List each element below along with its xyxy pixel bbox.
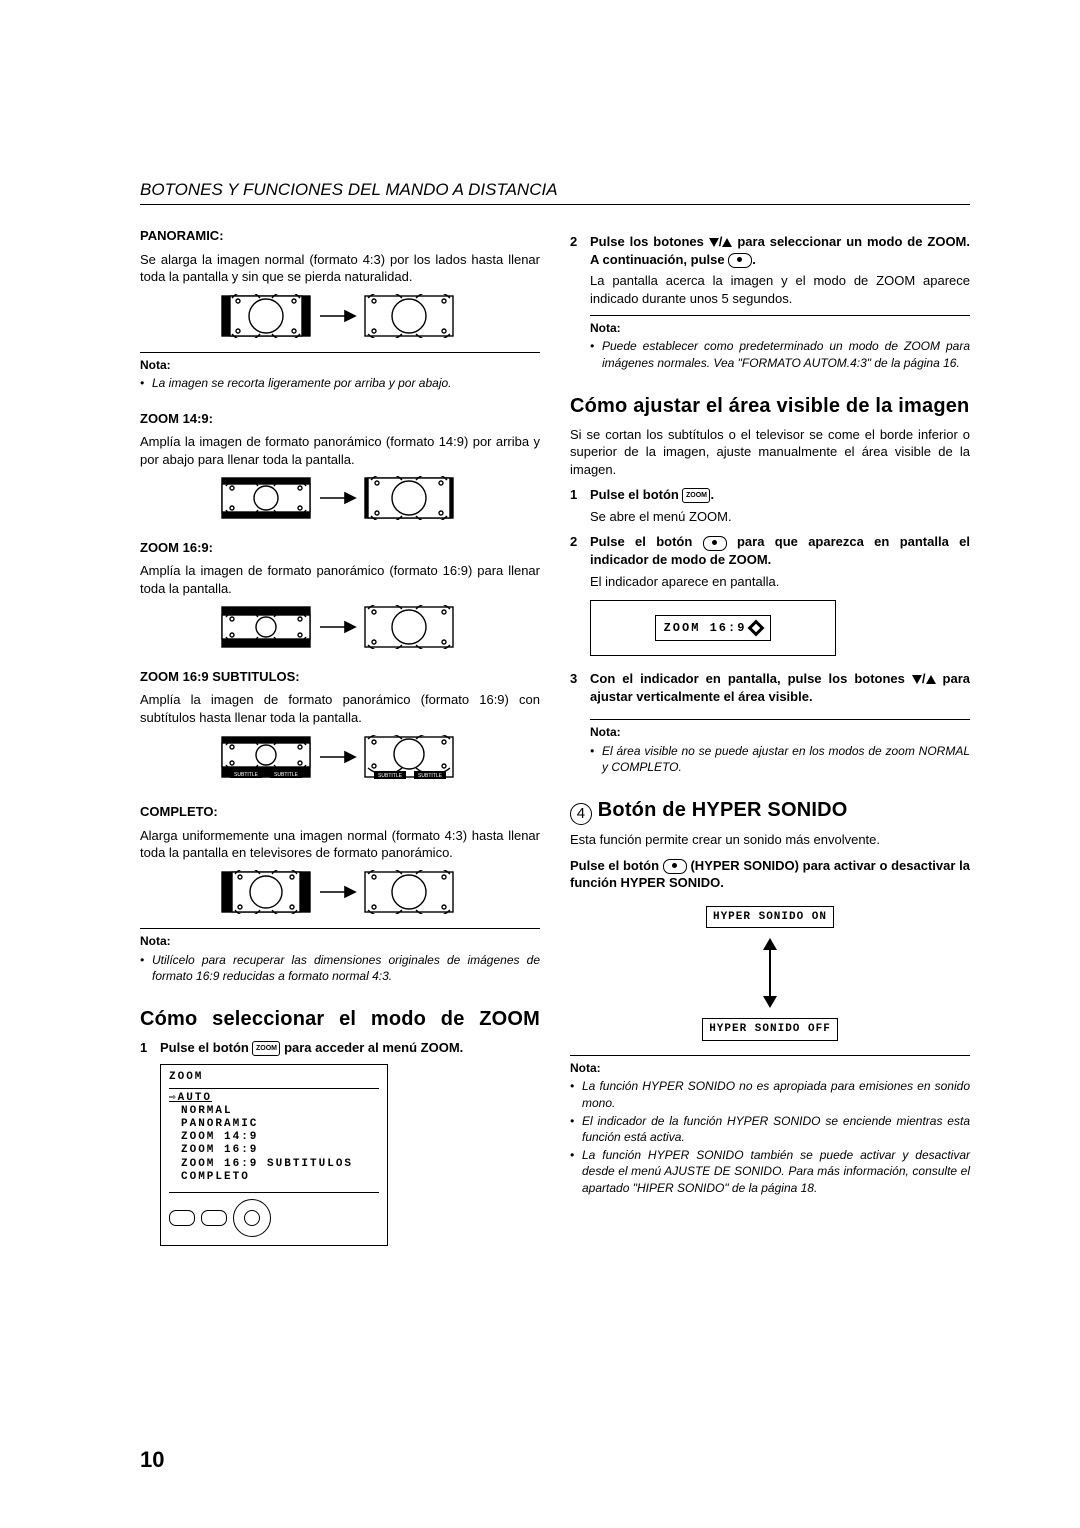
double-arrow-icon	[665, 938, 875, 1008]
hyper-note-2: El indicador de la función HYPER SONIDO …	[582, 1113, 970, 1145]
completo-text: Alarga uniformemente una imagen normal (…	[140, 827, 540, 862]
menu-item: ZOOM 14:9	[169, 1131, 379, 1144]
step2-note-label: Nota:	[590, 320, 970, 336]
z149-text: Amplía la imagen de formato panorámico (…	[140, 433, 540, 468]
zoom-menu-osd: ZOOM ⇨AUTO NORMAL PANORAMIC ZOOM 14:9 ZO…	[160, 1064, 388, 1246]
hyper-instr: Pulse el botón (HYPER SONIDO) para activ…	[570, 857, 970, 892]
menu-title: ZOOM	[169, 1071, 379, 1088]
menu-item: NORMAL	[169, 1105, 379, 1118]
menu-auto: ⇨AUTO	[169, 1092, 379, 1105]
remote-hint-icons	[169, 1192, 379, 1237]
down-icon	[912, 675, 922, 684]
completo-note-label: Nota:	[140, 933, 540, 949]
adjust-intro: Si se cortan los subtítulos o el televis…	[570, 426, 970, 479]
svg-text:SUBTITLE: SUBTITLE	[274, 772, 299, 778]
adjust-note-label: Nota:	[590, 724, 970, 740]
subtitle-label: SUBTITLE	[234, 772, 259, 778]
svg-text:SUBTITLE: SUBTITLE	[418, 773, 443, 779]
z169-title: ZOOM 16:9:	[140, 539, 540, 557]
select-zoom-title: Cómo seleccionar el modo de ZOOM	[140, 1006, 540, 1033]
select-step2: 2 Pulse los botones / para seleccionar u…	[570, 233, 970, 268]
adjust-s2-body: El indicador aparece en pantalla.	[590, 573, 970, 591]
hyper-on-osd: HYPER SONIDO ON	[706, 906, 834, 929]
panoramic-note-label: Nota:	[140, 357, 540, 373]
dpad-icon	[233, 1199, 271, 1237]
hyper-off-osd: HYPER SONIDO OFF	[702, 1018, 838, 1041]
hyper-title: 4 Botón de HYPER SONIDO	[570, 797, 970, 825]
completo-diagram	[140, 870, 540, 919]
zoom-button-icon: ZOOM	[682, 488, 710, 503]
ok-icon	[728, 253, 752, 268]
ok-icon	[703, 536, 727, 551]
completo-title: COMPLETO:	[140, 803, 540, 821]
z169s-diagram: SUBTITLE SUBTITLE SUBTITLE	[140, 735, 540, 790]
z169s-title: ZOOM 16:9 SUBTITULOS:	[140, 668, 540, 686]
right-column: 2 Pulse los botones / para seleccionar u…	[570, 227, 970, 1246]
manual-page: BOTONES Y FUNCIONES DEL MANDO A DISTANCI…	[0, 0, 1080, 1528]
hyper-note-3: La función HYPER SONIDO también se puede…	[582, 1147, 970, 1196]
z169-text: Amplía la imagen de formato panorámico (…	[140, 562, 540, 597]
hyper-toggle-diagram: HYPER SONIDO ON HYPER SONIDO OFF	[665, 906, 875, 1042]
menu-item: ZOOM 16:9	[169, 1144, 379, 1157]
left-column: PANORAMIC: Se alarga la imagen normal (f…	[140, 227, 540, 1246]
panoramic-diagram	[140, 294, 540, 343]
zoom-button-icon: ZOOM	[252, 1041, 280, 1056]
hyper-intro: Esta función permite crear un sonido más…	[570, 831, 970, 849]
adjust-s1-body: Se abre el menú ZOOM.	[590, 508, 970, 526]
completo-note: Utilícelo para recuperar las dimensiones…	[152, 952, 540, 984]
up-icon	[722, 238, 732, 247]
select-step1: 1 Pulse el botón ZOOM para acceder al me…	[140, 1039, 540, 1057]
two-columns: PANORAMIC: Se alarga la imagen normal (f…	[140, 227, 970, 1246]
step2-note: Puede establecer como predeterminado un …	[602, 338, 970, 370]
hyper-btn-icon	[663, 859, 687, 874]
menu-item: COMPLETO	[169, 1171, 379, 1184]
diamond-icon	[748, 620, 765, 637]
panoramic-text: Se alarga la imagen normal (formato 4:3)…	[140, 251, 540, 286]
zoom-btn-icon	[169, 1210, 195, 1226]
panoramic-title: PANORAMIC:	[140, 227, 540, 245]
zoom-indicator-osd: ZOOM 16:9	[590, 600, 836, 656]
circled-4-icon: 4	[570, 803, 592, 825]
z149-title: ZOOM 14:9:	[140, 410, 540, 428]
osd-text: ZOOM 16:9	[664, 620, 747, 636]
menu-item: PANORAMIC	[169, 1118, 379, 1131]
z169s-text: Amplía la imagen de formato panorámico (…	[140, 691, 540, 726]
hyper-note-label: Nota:	[570, 1060, 970, 1076]
page-header: BOTONES Y FUNCIONES DEL MANDO A DISTANCI…	[140, 180, 970, 205]
up-icon	[926, 675, 936, 684]
adjust-step1: 1 Pulse el botón ZOOM.	[570, 486, 970, 504]
panoramic-note: La imagen se recorta ligeramente por arr…	[152, 375, 452, 391]
svg-text:SUBTITLE: SUBTITLE	[378, 773, 403, 779]
adjust-note: El área visible no se puede ajustar en l…	[602, 743, 970, 775]
z149-diagram	[140, 476, 540, 525]
hyper-note-1: La función HYPER SONIDO no es apropiada …	[582, 1078, 970, 1110]
page-number: 10	[140, 1447, 164, 1473]
adjust-step2: 2 Pulse el botón para que aparezca en pa…	[570, 533, 970, 568]
ok-btn-icon	[201, 1210, 227, 1226]
adjust-title: Cómo ajustar el área visible de la image…	[570, 393, 970, 420]
z169-diagram	[140, 605, 540, 654]
menu-item: ZOOM 16:9 SUBTITULOS	[169, 1158, 379, 1171]
down-icon	[709, 238, 719, 247]
step2-body: La pantalla acerca la imagen y el modo d…	[590, 272, 970, 307]
adjust-step3: 3 Con el indicador en pantalla, pulse lo…	[570, 670, 970, 705]
